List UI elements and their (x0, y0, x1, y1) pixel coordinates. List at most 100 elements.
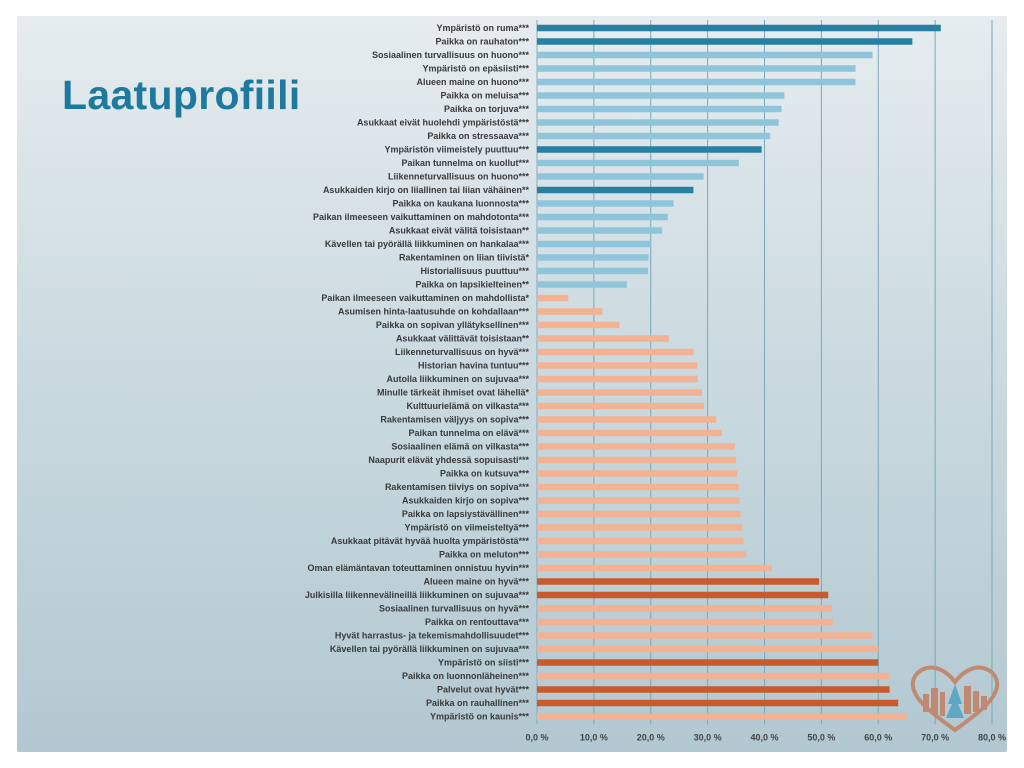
bar (537, 240, 651, 248)
x-tick-label: 70,0 % (921, 733, 949, 743)
category-label: Hyvät harrastus- ja tekemismahdollisuude… (335, 631, 530, 641)
category-label: Oman elämäntavan toteuttaminen onnistuu … (307, 563, 529, 573)
category-label: Paikka on sopivan yllätyksellinen*** (376, 320, 530, 330)
x-tick-label: 50,0 % (807, 733, 835, 743)
bar (537, 146, 762, 153)
x-tick-label: 80,0 % (978, 733, 1006, 743)
category-label: Liikenneturvallisuus on hyvä*** (395, 347, 530, 357)
category-label: Paikka on stressaava*** (427, 131, 529, 141)
category-label: Palvelut ovat hyvät*** (437, 685, 530, 695)
category-label: Sosiaalinen elämä on vilkasta*** (391, 442, 529, 452)
bar (537, 281, 627, 288)
bar (537, 173, 704, 180)
bar (537, 213, 668, 221)
bar (537, 294, 569, 302)
bar (537, 443, 735, 450)
category-label: Paikan ilmeeseen vaikuttaminen on mahdol… (321, 293, 529, 303)
bar (537, 564, 772, 572)
bar (537, 429, 722, 437)
category-label: Sosiaalinen turvallisuus on hyvä*** (379, 604, 530, 614)
category-label: Ympäristön viimeistely puuttuu*** (384, 145, 529, 155)
bar (537, 659, 879, 666)
bar (537, 389, 702, 396)
category-label: Kävellen tai pyörällä liikkuminen on han… (325, 239, 530, 249)
category-label: Paikan tunnelma on elävä*** (408, 428, 529, 438)
category-label: Sosiaalinen turvallisuus on huono*** (372, 50, 530, 60)
category-label: Paikka on rentouttava*** (425, 617, 530, 627)
category-label: Paikka on kutsuva*** (440, 469, 530, 479)
category-label: Asukkaat eivät huolehdi ympäristöstä*** (357, 118, 530, 128)
bar (537, 713, 907, 720)
bar (537, 591, 829, 599)
bar (537, 186, 694, 194)
category-label: Paikka on torjuva*** (444, 104, 530, 114)
bar (537, 321, 620, 329)
bar (537, 645, 879, 653)
category-label: Julkisilla liikennevälineillä liikkumine… (305, 590, 530, 600)
x-tick-label: 40,0 % (750, 733, 778, 743)
bar (537, 159, 739, 167)
bar (537, 416, 717, 423)
x-tick-label: 30,0 % (694, 733, 722, 743)
category-label: Ympäristö on kaunis*** (430, 712, 530, 722)
category-label: Paikka on lapsiystävällinen*** (402, 509, 530, 519)
bar (537, 105, 782, 113)
category-label: Paikka on meluisa*** (440, 91, 529, 101)
category-label: Asukkaiden kirjo on sopiva*** (402, 496, 530, 506)
category-label: Alueen maine on hyvä*** (423, 577, 529, 587)
bar (537, 254, 649, 261)
bar (537, 402, 705, 410)
bar (537, 483, 739, 491)
bar (537, 699, 899, 707)
bar (537, 308, 603, 315)
bar (537, 92, 785, 99)
bar (537, 132, 771, 140)
category-label: Asukkaat eivät välitä toisistaan** (389, 226, 530, 236)
bar (537, 200, 674, 207)
category-label: Asukkaiden kirjo on liiallinen tai liian… (323, 185, 530, 195)
x-tick-label: 60,0 % (864, 733, 892, 743)
category-label: Historiallisuus puuttuu*** (420, 266, 529, 276)
category-label: Asukkaat pitävät hyvää huolta ympäristös… (331, 536, 530, 546)
bar (537, 686, 890, 693)
bar (537, 38, 913, 45)
category-label: Asumisen hinta-laatusuhde on kohdallaan*… (338, 307, 530, 317)
bar (537, 551, 747, 558)
category-label: Autolla liikkuminen on sujuvaa*** (386, 374, 529, 384)
category-label: Rakentaminen on liian tiivistä* (399, 253, 530, 263)
bar (537, 524, 743, 531)
bar (537, 119, 779, 126)
bar (537, 348, 694, 356)
category-label: Alueen maine on huono*** (416, 77, 529, 87)
category-label: Kävellen tai pyörällä liikkuminen on suj… (330, 644, 530, 654)
category-label: Paikka on kaukana luonnosta*** (392, 199, 529, 209)
bar (537, 578, 820, 585)
bar (537, 605, 832, 612)
bar (537, 456, 737, 464)
category-label: Paikka on meluton*** (439, 550, 530, 560)
slide-title: Laatuprofiili (62, 72, 301, 118)
category-label: Rakentamisen tiiviys on sopiva*** (385, 482, 530, 492)
bar (537, 510, 741, 518)
x-tick-label: 10,0 % (580, 733, 608, 743)
category-label: Paikka on rauhaton*** (435, 37, 529, 47)
bar (537, 618, 833, 626)
category-label: Paikka on luonnonläheinen*** (402, 671, 530, 681)
category-label: Liikenneturvallisuus on huono*** (388, 172, 530, 182)
category-label: Paikan ilmeeseen vaikuttaminen on mahdot… (313, 212, 530, 222)
bar (537, 78, 856, 86)
bar (537, 632, 873, 639)
category-label: Paikan tunnelma on kuollut*** (401, 158, 529, 168)
category-label: Ympäristö on epäsiisti*** (422, 64, 529, 74)
bar (537, 537, 744, 545)
bar (537, 51, 873, 59)
bar (537, 375, 698, 383)
category-label: Ympäristö on viimeisteltyä*** (404, 523, 529, 533)
category-label: Paikka on lapsikielteinen** (415, 280, 529, 290)
category-label: Naapurit elävät yhdessä sopuisasti*** (368, 455, 529, 465)
slide: Laatuprofiili 0,0 % 10,0 % 20,0 % 30,0 % 40,… (17, 16, 1007, 752)
category-label: Paikka on rauhallinen*** (426, 698, 530, 708)
bar-chart: 0,0 % 10,0 % 20,0 % 30,0 % 40,0 % 50,0 % 60,0 … (305, 20, 1006, 743)
category-label: Ympäristö on ruma*** (436, 23, 529, 33)
category-label: Minulle tärkeät ihmiset ovat lähellä* (377, 388, 530, 398)
